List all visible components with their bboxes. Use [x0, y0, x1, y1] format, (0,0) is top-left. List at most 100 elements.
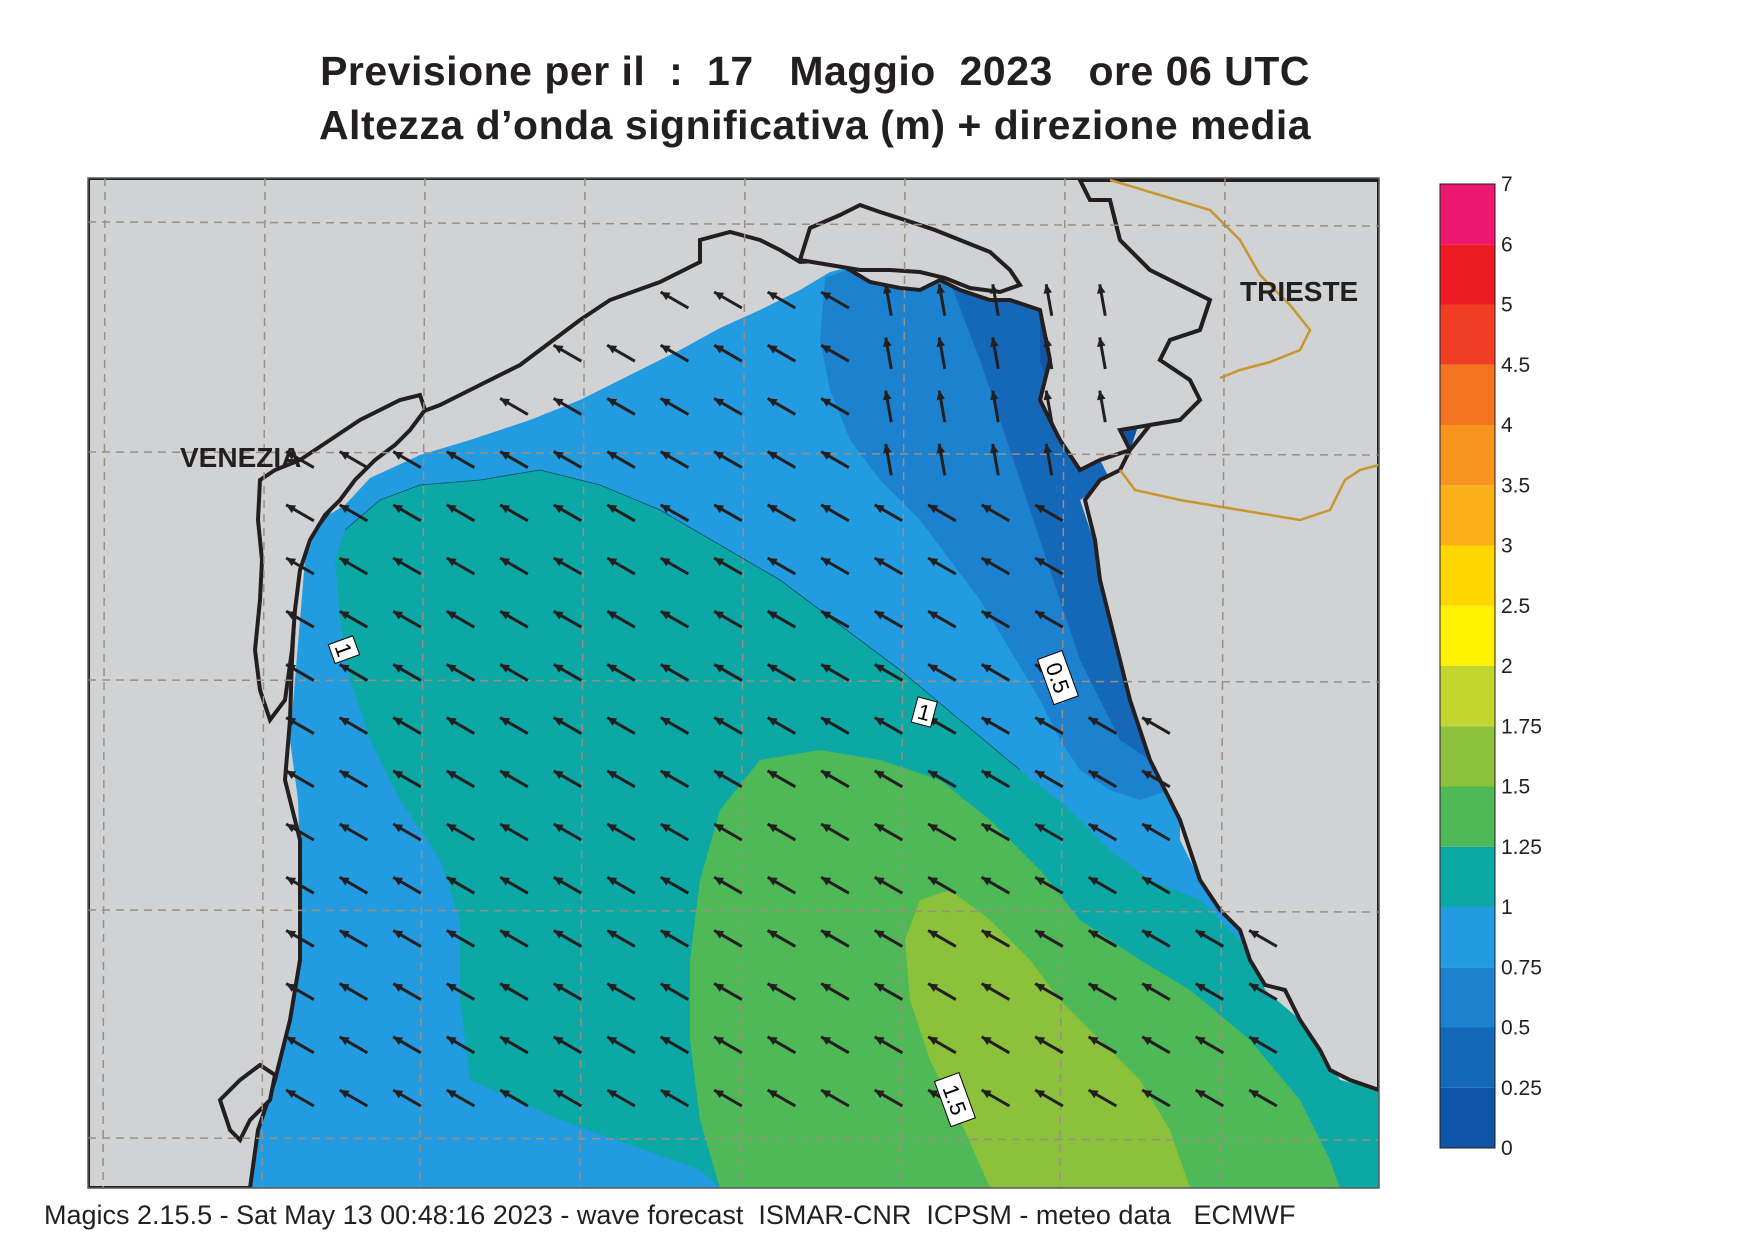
- wave-arrow-head: [446, 504, 457, 514]
- wave-arrow-head: [393, 664, 404, 673]
- colorbar-swatch: [1440, 605, 1495, 666]
- wave-arrow-head: [286, 930, 297, 939]
- wave-arrow-head: [936, 390, 946, 401]
- contour-label-1-west: 1: [327, 635, 361, 665]
- wave-arrow-head: [339, 611, 350, 620]
- wave-arrow-head: [767, 611, 778, 620]
- venice-lagoon-land: [252, 392, 428, 725]
- wave-arrow-head: [767, 398, 778, 407]
- wave-arrow-head: [928, 664, 939, 673]
- wave-arrow-head: [393, 770, 404, 780]
- wave-arrow-head: [928, 1036, 939, 1046]
- wave-arrow-head: [500, 611, 511, 620]
- wave-arrow-head: [1088, 824, 1099, 833]
- colorbar-swatch: [1440, 967, 1495, 1028]
- wave-arrow-head: [874, 877, 885, 886]
- wave-arrow-head: [714, 504, 725, 514]
- colorbar-swatch: [1440, 485, 1495, 546]
- wave-arrow-head: [553, 1036, 564, 1046]
- wave-arrow-head: [874, 504, 885, 514]
- wave-arrow-head: [714, 717, 725, 726]
- wave-arrow-head: [607, 824, 618, 833]
- wave-arrow-head: [660, 1036, 671, 1046]
- wave-arrow-head: [936, 443, 946, 454]
- wave-arrow-head: [393, 824, 404, 833]
- wave-arrow-head: [928, 877, 939, 886]
- wave-arrow-head: [660, 611, 671, 620]
- colorbar-label: 6: [1501, 233, 1513, 256]
- border-line: [1109, 178, 1312, 380]
- wave-arrow-head: [928, 611, 939, 620]
- wave-arrow-head: [607, 398, 618, 407]
- wave-arrow-head: [928, 770, 939, 780]
- wave-arrow-head: [286, 1036, 297, 1046]
- wave-arrow-head: [1035, 770, 1046, 780]
- wave-arrow-head: [339, 1036, 350, 1046]
- wave-arrow-head: [553, 611, 564, 620]
- wave-arrow-head: [821, 611, 832, 620]
- wave-arrow-head: [874, 770, 885, 780]
- wave-arrow-head: [1195, 1036, 1206, 1046]
- wave-arrow-head: [874, 824, 885, 833]
- wave-arrow-head: [1043, 284, 1053, 294]
- wave-arrow-head: [607, 983, 618, 992]
- wave-direction-arrows: [285, 283, 1278, 1108]
- wave-arrow-head: [1035, 1036, 1046, 1046]
- wave-arrow-head: [981, 1036, 992, 1046]
- wave-arrow-head: [981, 930, 992, 939]
- wave-arrow-head: [981, 611, 992, 620]
- contour-lines: [344, 469, 1021, 771]
- wave-arrow-head: [874, 558, 885, 567]
- wave-arrow-head: [607, 345, 618, 354]
- wave-arrow-head: [714, 770, 725, 780]
- wave-arrow-head: [393, 504, 404, 514]
- wave-arrow-head: [1088, 930, 1099, 939]
- wave-arrow-head: [1088, 717, 1099, 726]
- wave-arrow-head: [1088, 1090, 1099, 1099]
- colorbar-swatch: [1440, 425, 1495, 486]
- wave-arrow-head: [714, 824, 725, 833]
- wave-arrow-head: [714, 983, 725, 992]
- wave-arrow-head: [981, 1090, 992, 1099]
- wave-arrow-head: [553, 930, 564, 939]
- wave-arrow-head: [714, 611, 725, 620]
- wave-arrow-head: [393, 611, 404, 620]
- sea-band-1.5-1.75: [905, 890, 1190, 1188]
- wave-arrow-head: [500, 717, 511, 726]
- wave-arrow-head: [607, 930, 618, 939]
- wave-arrow-head: [500, 770, 511, 780]
- colorbar-swatch: [1440, 364, 1495, 425]
- wave-arrow-head: [1043, 443, 1053, 454]
- wave-arrow-head: [1142, 877, 1153, 886]
- wave-arrow-head: [1035, 558, 1046, 567]
- wave-arrow-head: [393, 1090, 404, 1099]
- colorbar-swatch: [1440, 545, 1495, 606]
- wave-arrow-head: [339, 558, 350, 567]
- wave-arrow-head: [339, 664, 350, 673]
- wave-arrow-head: [767, 1036, 778, 1046]
- wave-arrow-head: [767, 558, 778, 567]
- wave-arrow-head: [990, 443, 999, 454]
- wave-arrow-head: [767, 983, 778, 992]
- wave-arrow-head: [874, 930, 885, 939]
- wave-arrow-head: [821, 345, 832, 354]
- map-frame: [87, 177, 1380, 1189]
- wave-arrow-head: [821, 1036, 832, 1046]
- wave-arrow-head: [821, 451, 832, 460]
- po-delta-land: [217, 1062, 278, 1144]
- wave-arrow-head: [1195, 983, 1206, 992]
- wave-arrow-head: [714, 1036, 725, 1046]
- wave-arrow-head: [767, 930, 778, 939]
- wave-arrow-head: [767, 824, 778, 833]
- wave-arrow-head: [874, 664, 885, 673]
- wave-arrow-head: [928, 504, 939, 514]
- wave-arrow-head: [714, 345, 725, 354]
- wave-arrow-head: [660, 451, 671, 460]
- wave-arrow-head: [286, 664, 297, 673]
- wave-arrow-head: [874, 717, 885, 726]
- colorbar-swatch: [1440, 666, 1495, 727]
- wave-arrow-head: [767, 717, 778, 726]
- wave-arrow-head: [821, 983, 832, 992]
- wave-arrow-head: [767, 877, 778, 886]
- wave-arrow-head: [500, 824, 511, 833]
